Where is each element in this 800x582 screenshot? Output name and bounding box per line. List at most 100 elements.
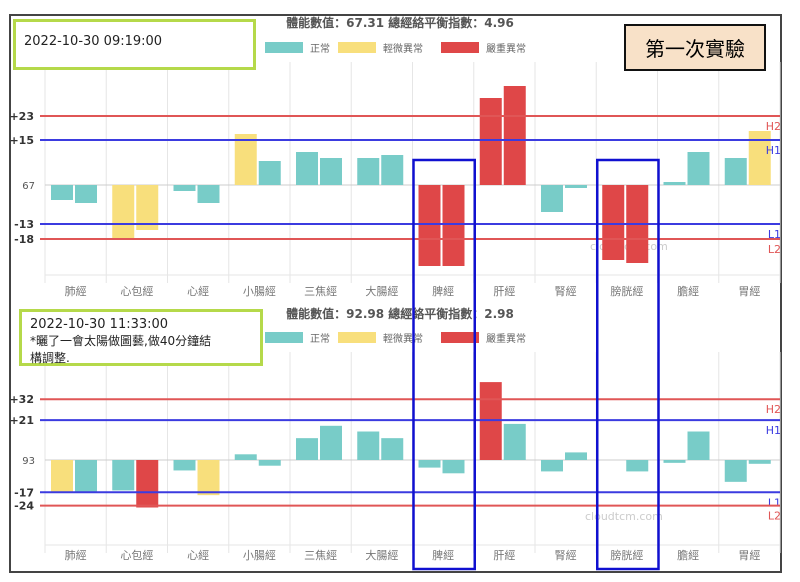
timestamp-1: 2022-10-30 09:19:00 <box>24 34 163 49</box>
x-tick-label: 腎經 <box>555 284 577 298</box>
bar-心經-2 <box>197 185 220 203</box>
experiment-badge: 第一次實驗 <box>624 24 766 71</box>
bar-大腸經-2 <box>381 438 404 460</box>
bar-肺經-2 <box>75 185 97 203</box>
reference-tick-label: -24 <box>14 500 34 513</box>
bar-心包經-2 <box>136 185 159 230</box>
legend-swatch-normal <box>265 332 303 343</box>
bar-心經-1 <box>173 185 196 191</box>
x-tick-label: 肺經 <box>65 284 87 298</box>
x-tick-label: 心經 <box>187 284 209 298</box>
bar-胃經-1 <box>724 460 747 482</box>
x-tick-label: 膀胱經 <box>610 284 643 298</box>
legend-label-severe: 嚴重異常 <box>486 332 526 345</box>
bar-小腸經-2 <box>258 460 281 466</box>
bar-三焦經-1 <box>296 152 318 185</box>
x-tick-label: 肝經 <box>493 284 515 298</box>
bar-三焦經-2 <box>320 425 342 460</box>
x-tick-label: 脾經 <box>432 284 454 298</box>
legend-swatch-mild <box>338 332 376 343</box>
reference-tag-H1: H1 <box>766 144 781 157</box>
bar-膽經-2 <box>687 152 710 185</box>
chart-title: 體能數值：67.31 總經絡平衡指數：4.96 <box>286 15 514 30</box>
bar-心包經-1 <box>112 460 135 491</box>
highlight-box-膀胱經 <box>596 158 660 571</box>
bar-肝經-1 <box>479 98 502 185</box>
note-line-1: *曬了一會太陽做圖藝,做40分鐘結 <box>30 334 212 348</box>
bar-心包經-1 <box>112 185 135 239</box>
bar-膀胱經-2 <box>626 460 649 472</box>
reference-tag-L1: L1 <box>768 228 781 241</box>
bar-大腸經-1 <box>357 431 380 460</box>
x-tick-label: 胃經 <box>738 548 760 562</box>
x-tick-label: 心經 <box>187 548 209 562</box>
reference-tick-label: -18 <box>14 233 34 246</box>
bar-三焦經-2 <box>320 158 342 185</box>
x-tick-label: 心包經 <box>120 284 153 298</box>
x-tick-label: 三焦經 <box>304 284 337 298</box>
x-tick-label: 膀胱經 <box>610 548 643 562</box>
legend-label-severe: 嚴重異常 <box>486 42 526 55</box>
bar-胃經-1 <box>724 158 747 185</box>
bar-膽經-2 <box>687 431 710 460</box>
x-tick-label: 胃經 <box>738 284 760 298</box>
legend-label-normal: 正常 <box>310 42 330 55</box>
center-tick-label: 67 <box>22 181 35 192</box>
reference-tag-H1: H1 <box>766 424 781 437</box>
x-tick-label: 小腸經 <box>243 284 276 298</box>
legend-swatch-severe <box>441 332 479 343</box>
bar-心經-2 <box>197 460 220 496</box>
bar-心包經-2 <box>136 460 159 508</box>
bar-心經-1 <box>173 460 196 471</box>
bar-腎經-2 <box>565 452 587 460</box>
x-tick-label: 肺經 <box>65 548 87 562</box>
bar-胃經-2 <box>748 460 771 464</box>
highlight-box-脾經 <box>412 158 476 571</box>
chart-title: 體能數值：92.98 總經絡平衡指數：2.98 <box>286 306 514 321</box>
reference-tick-label: +21 <box>9 414 34 427</box>
x-tick-label: 大腸經 <box>365 284 398 298</box>
legend-label-mild: 輕微異常 <box>383 332 423 345</box>
reference-tick-label: -13 <box>14 218 34 231</box>
x-tick-label: 膽經 <box>677 284 699 298</box>
bar-脾經-1 <box>418 460 441 468</box>
reference-tag-L2: L2 <box>768 510 781 523</box>
bar-腎經-2 <box>565 185 587 188</box>
x-tick-label: 膽經 <box>677 548 699 562</box>
legend-label-mild: 輕微異常 <box>383 42 423 55</box>
reference-tag-L1: L1 <box>768 496 781 509</box>
x-tick-label: 小腸經 <box>243 548 276 562</box>
bar-肺經-2 <box>75 460 97 493</box>
x-tick-label: 三焦經 <box>304 548 337 562</box>
bar-脾經-2 <box>442 185 465 266</box>
center-tick-label: 93 <box>22 456 35 467</box>
x-tick-label: 肝經 <box>493 548 515 562</box>
reference-tag-H2: H2 <box>766 403 781 416</box>
bar-小腸經-2 <box>258 161 281 185</box>
bar-肝經-2 <box>503 86 526 185</box>
bar-膽經-1 <box>663 460 686 463</box>
bar-三焦經-1 <box>296 438 318 460</box>
reference-tick-label: +23 <box>9 110 34 123</box>
x-tick-label: 大腸經 <box>365 548 398 562</box>
legend-swatch-normal <box>265 42 303 53</box>
watermark: cloudtcm.com <box>585 510 663 523</box>
bar-大腸經-1 <box>357 158 380 185</box>
figure-frame <box>9 14 782 573</box>
reference-tick-label: +32 <box>9 393 34 406</box>
bar-膀胱經-1 <box>602 185 625 260</box>
bar-大腸經-2 <box>381 155 404 185</box>
bar-小腸經-1 <box>234 454 257 460</box>
reference-tag-H2: H2 <box>766 120 781 133</box>
legend-swatch-mild <box>338 42 376 53</box>
bar-胃經-2 <box>748 131 771 185</box>
bar-腎經-1 <box>541 185 563 212</box>
note-line-2: 構調整. <box>30 351 70 365</box>
bar-腎經-1 <box>541 460 563 472</box>
reference-tag-L2: L2 <box>768 243 781 256</box>
timestamp-2: 2022-10-30 11:33:00 <box>30 317 169 332</box>
x-tick-label: 心包經 <box>120 548 153 562</box>
timestamp-box-2: 2022-10-30 11:33:00 *曬了一會太陽做圖藝,做40分鐘結 構調… <box>19 309 263 366</box>
